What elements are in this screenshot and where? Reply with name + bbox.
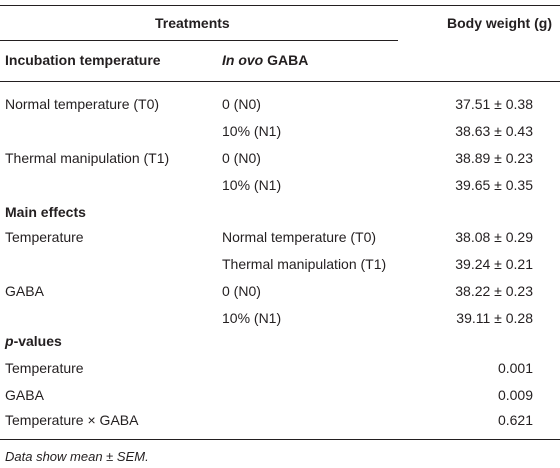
header-row-1: Treatments Body weight (g) — [0, 8, 560, 38]
row-subgroup: 0 (N0) — [222, 150, 261, 166]
row-value: 0.009 — [497, 387, 533, 403]
table-row: GABA 0 (N0) 38.22 ± 0.23 — [0, 278, 560, 305]
header-bottom-rule — [0, 81, 560, 82]
main-effects-title: Main effects — [5, 204, 86, 220]
row-value: 38.22 ± 0.23 — [455, 283, 533, 299]
table-row: Thermal manipulation (T1) 0 (N0) 38.89 ±… — [0, 145, 560, 172]
row-value: 38.89 ± 0.23 — [455, 150, 533, 166]
gaba-label: GABA — [263, 52, 309, 68]
treatments-header: Treatments — [155, 15, 230, 31]
table-row: Temperature 0.001 — [0, 355, 560, 382]
table-row: Thermal manipulation (T1) 39.24 ± 0.21 — [0, 251, 560, 278]
treatments-underline-rule — [0, 40, 398, 41]
footnote: Data show mean ± SEM. — [5, 449, 149, 464]
row-label: Thermal manipulation (T1) — [5, 150, 170, 166]
row-label: Temperature — [5, 360, 84, 376]
table-row: 10% (N1) 39.11 ± 0.28 — [0, 305, 560, 332]
incubation-temperature-header: Incubation temperature — [5, 52, 161, 68]
row-label: Normal temperature (T0) — [5, 96, 160, 112]
row-subgroup: Normal temperature (T0) — [222, 229, 377, 245]
main-effects-heading-row: Main effects — [0, 199, 560, 226]
table-row: 10% (N1) 39.65 ± 0.35 — [0, 172, 560, 199]
p-values-heading-row: p-values — [0, 328, 560, 355]
row-value: 38.08 ± 0.29 — [455, 229, 533, 245]
row-subgroup: Thermal manipulation (T1) — [222, 256, 387, 272]
row-subgroup: 10% (N1) — [222, 310, 282, 326]
table-row: 10% (N1) 38.63 ± 0.43 — [0, 118, 560, 145]
row-value: 39.11 ± 0.28 — [456, 310, 533, 326]
row-value: 39.24 ± 0.21 — [455, 256, 533, 272]
row-label: GABA — [5, 387, 44, 403]
row-value: 38.63 ± 0.43 — [455, 123, 533, 139]
row-label: Temperature × GABA — [5, 412, 139, 428]
row-value: 0.001 — [497, 360, 533, 376]
body-weight-header: Body weight (g) — [447, 15, 552, 31]
header-row-2: Incubation temperature In ovo GABA — [0, 45, 560, 75]
p-values-title: p-values — [5, 328, 62, 355]
in-ovo-label: In ovo — [222, 52, 264, 68]
table-row: GABA 0.009 — [0, 382, 560, 409]
p-values-rest: -values — [13, 333, 62, 349]
row-value: 39.65 ± 0.35 — [455, 177, 533, 193]
row-label: Temperature — [5, 229, 84, 245]
row-subgroup: 0 (N0) — [222, 283, 261, 299]
in-ovo-gaba-header: In ovo GABA — [222, 45, 308, 75]
table-bottom-rule — [0, 439, 560, 440]
row-value: 0.621 — [497, 412, 533, 428]
row-subgroup: 10% (N1) — [222, 123, 282, 139]
row-value: 37.51 ± 0.38 — [455, 96, 533, 112]
table-row: Temperature × GABA 0.621 — [0, 407, 560, 434]
row-subgroup: 0 (N0) — [222, 96, 261, 112]
row-label: GABA — [5, 283, 44, 299]
table-row: Normal temperature (T0) 0 (N0) 37.51 ± 0… — [0, 91, 560, 118]
table-top-rule — [0, 5, 560, 6]
table-row: Temperature Normal temperature (T0) 38.0… — [0, 224, 560, 251]
row-subgroup: 10% (N1) — [222, 177, 282, 193]
p-italic: p — [5, 333, 14, 349]
